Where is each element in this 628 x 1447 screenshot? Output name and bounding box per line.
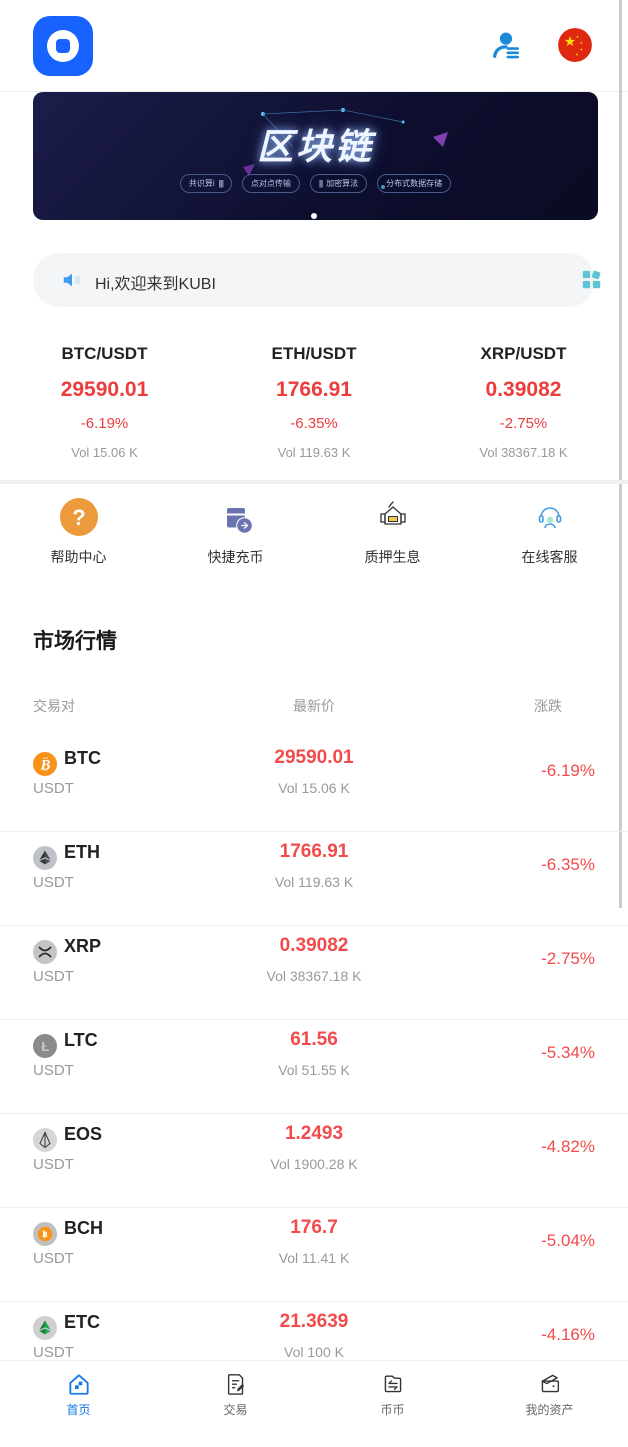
svg-text:?: ? (72, 505, 85, 530)
